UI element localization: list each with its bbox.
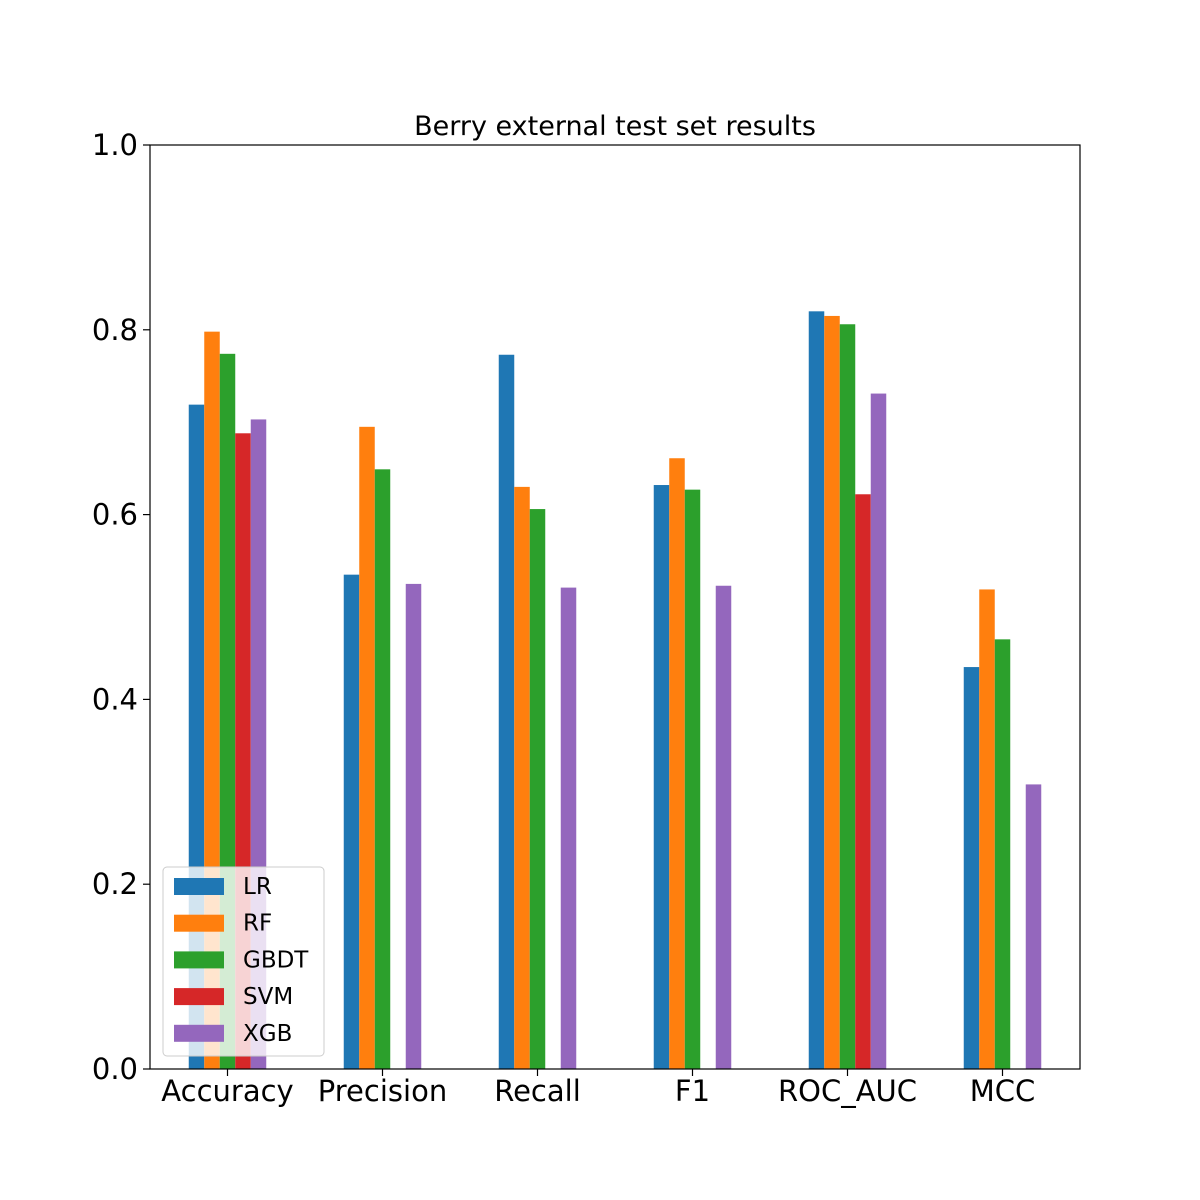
- legend-label-rf: RF: [243, 911, 272, 937]
- x-tick-label: Accuracy: [161, 1074, 293, 1108]
- y-tick-label: 0.6: [92, 498, 138, 532]
- bar-xgb-mcc: [1025, 784, 1042, 1069]
- legend-swatch-gbdt: [174, 951, 224, 969]
- legend-swatch-rf: [174, 914, 224, 932]
- legend-label-lr: LR: [243, 874, 272, 900]
- bar-gbdt-precision: [374, 469, 391, 1069]
- bar-svm-roc-auc: [855, 494, 871, 1069]
- legend-label-gbdt: GBDT: [243, 947, 309, 973]
- bar-rf-roc-auc: [824, 315, 840, 1069]
- y-tick-label: 0.8: [92, 313, 138, 347]
- legend-box: [162, 866, 325, 1057]
- bar-xgb-recall: [560, 587, 577, 1069]
- x-axis: Accuracy Precision Recall F1 ROC_AUC MCC: [161, 1069, 1035, 1108]
- bar-rf-mcc: [979, 589, 995, 1069]
- y-tick-label: 0.4: [92, 682, 138, 716]
- chart-title: Berry external test set results: [414, 111, 816, 142]
- bar-gbdt-mcc: [994, 639, 1011, 1069]
- y-tick-label: 0.2: [92, 867, 138, 901]
- y-axis: 0.0 0.2 0.4 0.6 0.8 1.0: [92, 128, 150, 1086]
- x-tick-label: F1: [675, 1074, 710, 1108]
- x-tick-label: Precision: [318, 1074, 447, 1108]
- bar-gbdt-f1: [684, 489, 701, 1069]
- bar-gbdt-roc-auc: [839, 324, 856, 1069]
- bar-rf-precision: [359, 426, 375, 1069]
- bar-lr-precision: [343, 574, 360, 1069]
- bar-lr-f1: [653, 485, 670, 1069]
- bar-xgb-roc-auc: [870, 393, 887, 1069]
- x-tick-label: Recall: [494, 1074, 581, 1108]
- legend: LR RF GBDT SVM XGB: [162, 866, 325, 1057]
- bar-rf-recall: [514, 486, 530, 1069]
- x-tick-label: MCC: [970, 1074, 1036, 1108]
- y-tick-label: 1.0: [92, 128, 138, 162]
- x-tick-label: ROC_AUC: [778, 1074, 917, 1108]
- legend-label-xgb: XGB: [243, 1021, 292, 1047]
- bar-lr-recall: [498, 354, 515, 1069]
- bar-rf-f1: [669, 458, 685, 1069]
- legend-label-svm: SVM: [243, 984, 293, 1010]
- bar-lr-mcc: [963, 667, 980, 1069]
- bar-xgb-precision: [405, 583, 422, 1069]
- plot-frame: [149, 144, 1081, 1070]
- bar-lr-roc-auc: [808, 311, 825, 1069]
- bar-gbdt-recall: [529, 509, 546, 1069]
- bar-xgb-f1: [715, 585, 732, 1069]
- y-tick-label: 0.0: [92, 1052, 138, 1086]
- legend-swatch-lr: [174, 878, 224, 895]
- legend-swatch-svm: [174, 988, 224, 1006]
- legend-swatch-xgb: [174, 1024, 224, 1042]
